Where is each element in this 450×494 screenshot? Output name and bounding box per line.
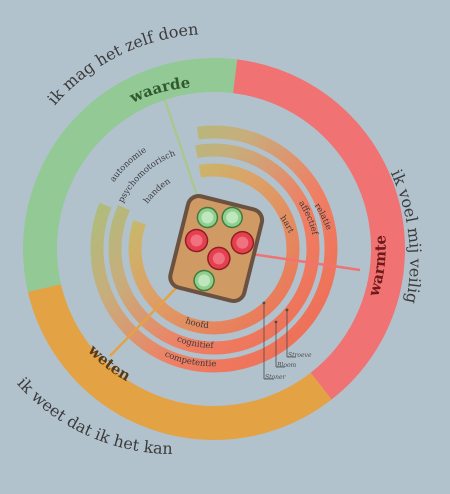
author-markers	[263, 303, 296, 380]
author-stroeve: Stroeve	[288, 352, 312, 359]
second-ring	[108, 143, 320, 355]
sandwich-icon	[168, 194, 265, 303]
middle-ring	[90, 125, 338, 373]
outer-ring-warmte	[23, 58, 405, 440]
outer-ring-weten	[23, 58, 405, 440]
label-handen: handen	[142, 176, 173, 206]
author-bloom: Bloom	[276, 362, 297, 369]
connector-warmte	[237, 250, 361, 272]
inner-ring	[128, 163, 300, 335]
author-stoner: Stoner	[265, 374, 287, 381]
outer-ring-waarde	[23, 58, 405, 440]
connector-weten	[109, 283, 181, 357]
label-psychomotorisch: psychomotorisch	[116, 148, 177, 204]
